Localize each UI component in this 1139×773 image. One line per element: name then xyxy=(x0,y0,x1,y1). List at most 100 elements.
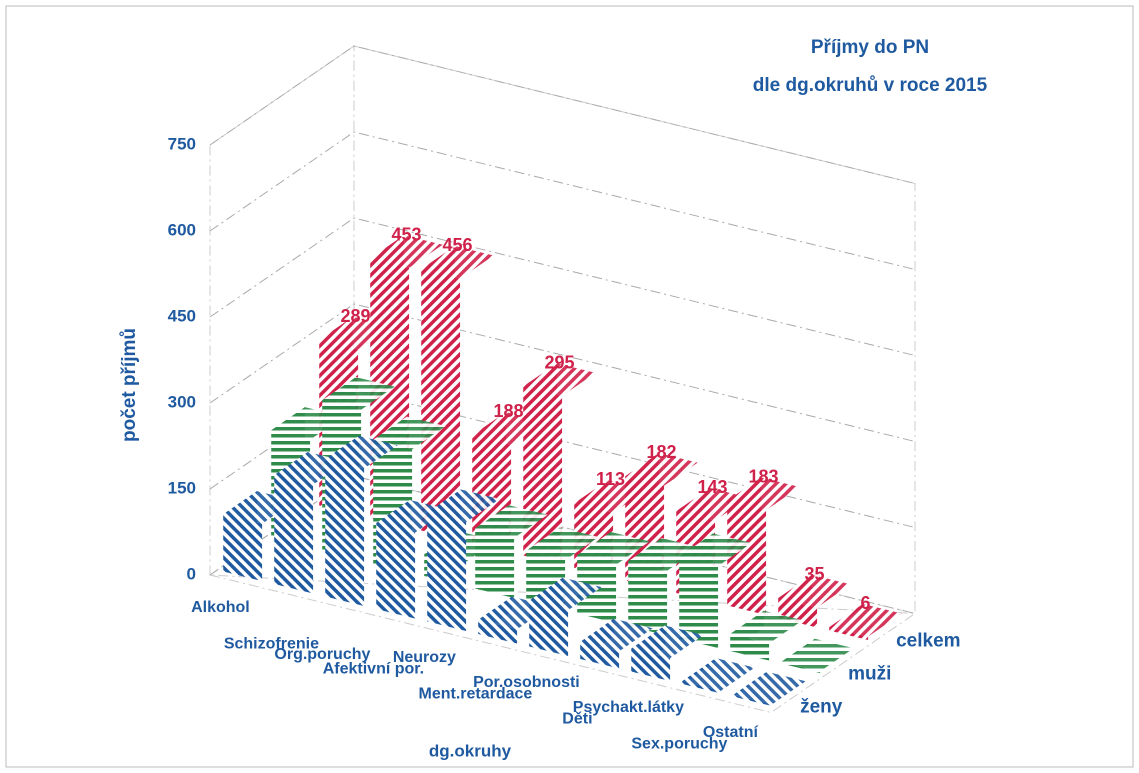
bar xyxy=(682,658,755,694)
y-axis-title: počet příjmů xyxy=(119,328,140,442)
bar-top xyxy=(376,499,449,533)
bar-top xyxy=(829,604,902,637)
y-tick-label: 0 xyxy=(187,564,196,583)
bar-top xyxy=(526,527,599,561)
bar xyxy=(325,435,398,607)
bar-top xyxy=(778,574,851,608)
data-label: 6 xyxy=(860,593,870,613)
bar-front xyxy=(730,633,770,661)
bar xyxy=(829,604,902,641)
bar xyxy=(523,363,596,566)
bar-top xyxy=(781,638,854,672)
data-label: 113 xyxy=(596,469,625,489)
data-label: 453 xyxy=(391,224,421,244)
data-label: 456 xyxy=(442,235,472,255)
x-tick-label: Ostatní xyxy=(703,724,759,741)
grid-line xyxy=(209,303,916,442)
x-tick-label: Alkohol xyxy=(191,599,250,616)
grid-line xyxy=(209,45,916,184)
x-tick-label: Děti xyxy=(562,711,592,728)
bar-top xyxy=(274,452,347,485)
y-tick-label: 600 xyxy=(168,220,196,239)
x-tick-label: Psychakt.látky xyxy=(573,699,684,716)
x-tick-label: Schizofrenie xyxy=(224,636,319,653)
bar-top xyxy=(523,363,596,396)
bar-top xyxy=(322,377,395,410)
bar-front xyxy=(733,694,773,707)
bar-top xyxy=(682,658,755,691)
bar-front xyxy=(427,512,467,632)
bar-top xyxy=(427,489,500,523)
bar xyxy=(628,538,701,636)
bar-top xyxy=(574,480,647,513)
bar xyxy=(679,533,752,649)
bar-front xyxy=(628,561,668,636)
bar-top xyxy=(325,435,398,469)
bar-front xyxy=(682,681,722,694)
x-tick-label: Afektivní por. xyxy=(323,661,424,678)
x-tick-label: Org.poruchy xyxy=(274,646,370,663)
bar xyxy=(427,489,500,632)
bar-front xyxy=(580,641,620,669)
data-label: 182 xyxy=(646,442,676,462)
bar xyxy=(421,246,494,541)
bar-top xyxy=(421,246,494,279)
bar-top xyxy=(733,671,806,705)
chart-subtitle: dle dg.okruhů v roce 2015 xyxy=(753,75,988,96)
bar-top xyxy=(577,531,650,565)
bar-top xyxy=(478,596,551,630)
bar xyxy=(475,505,548,599)
bar xyxy=(478,596,551,644)
data-label: 35 xyxy=(804,564,824,584)
bar-top xyxy=(319,316,392,350)
bar-front xyxy=(421,269,461,541)
bar-front xyxy=(274,475,314,594)
bar-top xyxy=(631,625,704,659)
bar xyxy=(223,491,296,582)
bar-top xyxy=(370,235,443,268)
bar-top xyxy=(373,416,446,450)
bar xyxy=(631,625,704,682)
x-tick-label: Ment.retardace xyxy=(418,686,532,703)
bar xyxy=(274,452,347,594)
grid-line xyxy=(209,131,916,270)
bar-top xyxy=(628,538,701,571)
data-label: 188 xyxy=(493,401,523,421)
x-tick-label: Neurozy xyxy=(393,649,456,666)
chart-title: Příjmy do PN xyxy=(811,37,929,58)
bar-front xyxy=(376,523,416,619)
bar-top xyxy=(271,407,344,440)
data-label: 295 xyxy=(544,352,574,372)
y-tick-label: 750 xyxy=(168,134,196,153)
legend-label: celkem xyxy=(896,630,960,651)
bar xyxy=(376,499,449,619)
x-tick-label: Sex.poruchy xyxy=(631,736,727,753)
grid-line xyxy=(209,217,916,356)
data-label: 289 xyxy=(340,306,370,326)
bar-top xyxy=(727,477,800,511)
bar-front xyxy=(829,627,869,641)
y-tick-label: 150 xyxy=(168,478,196,497)
bar-top xyxy=(475,505,548,538)
bar xyxy=(778,574,851,628)
bar-top xyxy=(730,610,803,644)
bar-front xyxy=(631,648,671,682)
bar xyxy=(730,610,803,661)
legend-label: ženy xyxy=(800,696,843,717)
bar-front xyxy=(781,661,821,674)
bar-top xyxy=(679,533,752,567)
bar xyxy=(472,412,545,553)
bar xyxy=(580,618,653,669)
bar-top xyxy=(472,412,545,445)
bar-top xyxy=(580,618,653,652)
bar-front xyxy=(478,619,518,644)
bar-top xyxy=(625,453,698,486)
x-tick-label: Por.osobnosti xyxy=(473,674,580,691)
bar-top xyxy=(676,487,749,521)
y-tick-label: 300 xyxy=(168,392,196,411)
bar-front xyxy=(223,514,263,582)
x-axis-title: dg.okruhy xyxy=(429,741,512,760)
bar-front xyxy=(325,458,365,607)
bar-top xyxy=(223,491,296,524)
